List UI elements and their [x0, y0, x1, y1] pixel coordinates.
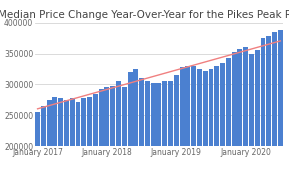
Bar	[220, 63, 225, 174]
Bar	[127, 72, 132, 174]
Bar	[87, 97, 92, 174]
Bar	[238, 49, 242, 174]
Bar	[185, 66, 190, 174]
Bar	[272, 32, 277, 174]
Bar	[197, 69, 202, 174]
Title: Median Price Change Year-Over-Year for the Pikes Peak Region: Median Price Change Year-Over-Year for t…	[0, 10, 289, 21]
Bar	[93, 94, 98, 174]
Bar	[99, 89, 103, 174]
Bar	[261, 38, 266, 174]
Bar	[58, 98, 63, 174]
Bar	[266, 36, 271, 174]
Bar	[64, 100, 69, 174]
Bar	[145, 81, 150, 174]
Bar	[116, 81, 121, 174]
Bar	[179, 67, 184, 174]
Bar	[53, 97, 57, 174]
Bar	[105, 88, 109, 174]
Bar	[214, 66, 219, 174]
Bar	[110, 86, 115, 174]
Bar	[208, 69, 213, 174]
Bar	[41, 106, 46, 174]
Bar	[76, 102, 80, 174]
Bar	[249, 54, 254, 174]
Bar	[122, 88, 127, 174]
Bar	[232, 52, 236, 174]
Bar	[174, 75, 179, 174]
Bar	[162, 81, 167, 174]
Bar	[70, 98, 75, 174]
Bar	[226, 58, 231, 174]
Bar	[133, 69, 138, 174]
Bar	[47, 100, 51, 174]
Bar	[168, 81, 173, 174]
Bar	[278, 30, 283, 174]
Bar	[139, 78, 144, 174]
Bar	[203, 71, 208, 174]
Bar	[151, 83, 155, 174]
Bar	[81, 98, 86, 174]
Bar	[35, 112, 40, 174]
Bar	[243, 47, 248, 174]
Bar	[191, 66, 196, 174]
Bar	[157, 83, 161, 174]
Bar	[255, 50, 260, 174]
